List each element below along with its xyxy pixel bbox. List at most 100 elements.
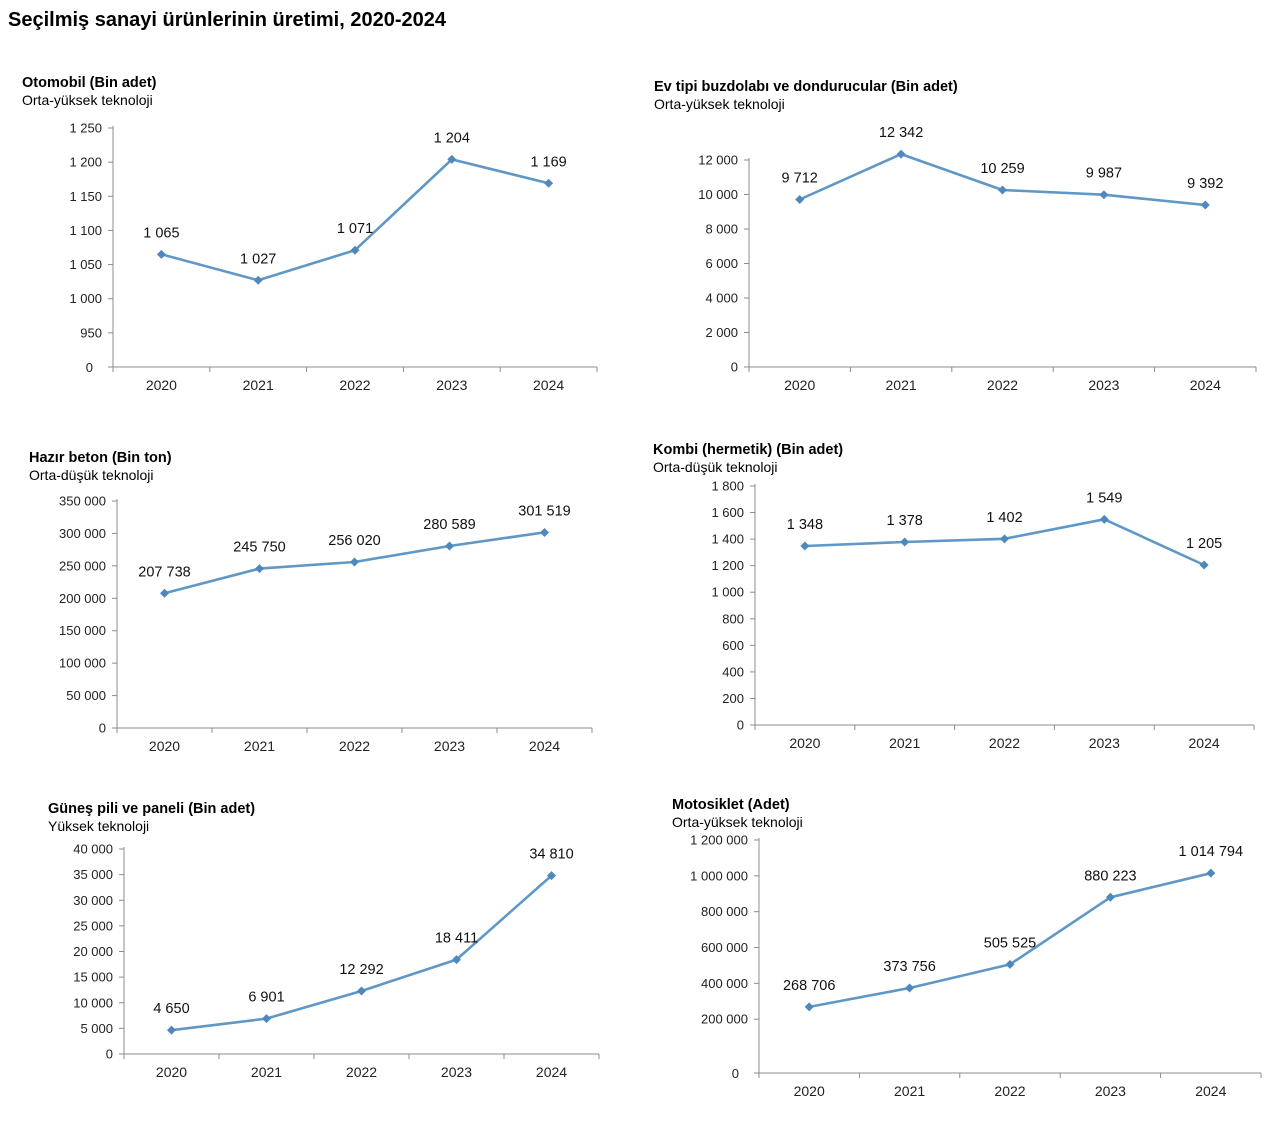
buzdolabi-x-tick-label: 2022 [987,377,1018,393]
otomobil-x-tick-label: 2020 [146,377,177,393]
hazir-beton-y-tick-label: 150 000 [59,623,106,638]
chart-hazir-beton: Hazır beton (Bin ton) Orta-düşük teknoloj… [0,430,640,775]
hazir-beton-y-tick-label: 0 [99,721,106,736]
otomobil-series-line [161,158,549,282]
otomobil-x-tick-label: 2023 [436,377,467,393]
kombi-data-point [1000,534,1009,544]
otomobil-data-label: 1 204 [434,130,470,146]
otomobil-title: Otomobil (Bin adet) [22,75,157,91]
motosiklet-data-point [804,1002,814,1012]
otomobil-subtitle: Orta-yüksek teknoloji [22,92,153,108]
motosiklet-data-label: 505 525 [984,935,1036,951]
chart-otomobil-svg: Otomobil (Bin adet)Orta-yüksek teknoloji… [22,75,598,393]
kombi-x-tick-label: 2020 [789,735,820,751]
otomobil-y-tick-label: 1 000 [69,291,102,306]
buzdolabi-data-label: 9 987 [1086,166,1122,182]
chart-buzdolabi: Ev tipi buzdolabı ve dondurucular (Bin a… [640,60,1280,405]
kombi-y-tick-label: 1 200 [711,558,744,573]
buzdolabi-x-tick-label: 2024 [1190,377,1221,393]
chart-motosiklet: Motosiklet (Adet) Orta-yüksek teknoloji 20… [640,780,1280,1125]
gunes-pili-y-tick-label: 25 000 [73,918,113,933]
motosiklet-y-tick-label: 400 000 [701,976,748,991]
buzdolabi-data-label: 12 342 [879,125,923,141]
gunes-pili-data-label: 4 650 [153,1001,189,1017]
gunes-pili-y-tick-label: 20 000 [73,944,113,959]
gunes-pili-x-tick-label: 2022 [346,1064,377,1080]
hazir-beton-y-tick-label: 350 000 [59,494,106,509]
kombi-y-tick-label: 1 600 [711,505,744,520]
motosiklet-y-tick-label: 0 [732,1066,739,1081]
motosiklet-x-tick-label: 2020 [794,1083,825,1099]
motosiklet-y-tick-label: 600 000 [701,940,748,955]
hazir-beton-data-label: 245 750 [233,540,285,556]
motosiklet-y-tick-label: 1 000 000 [690,868,748,883]
otomobil-data-label: 1 065 [143,225,179,241]
kombi-data-label: 1 402 [986,510,1022,526]
kombi-subtitle: Orta-düşük teknoloji [653,459,778,475]
gunes-pili-series-line [171,874,553,1032]
otomobil-data-point [253,275,263,285]
gunes-pili-y-tick-label: 40 000 [73,842,113,857]
gunes-pili-data-label: 34 810 [529,847,573,863]
buzdolabi-data-point [998,185,1007,195]
chart-kombi: Kombi (hermetik) (Bin adet) Orta-düşük te… [640,425,1280,770]
hazir-beton-data-point [445,541,454,551]
motosiklet-x-tick-label: 2024 [1195,1083,1226,1099]
kombi-data-point [1199,560,1209,570]
kombi-x-tick-label: 2022 [989,735,1020,751]
buzdolabi-x-tick-label: 2021 [886,377,917,393]
hazir-beton-x-tick-label: 2023 [434,738,465,754]
buzdolabi-data-point [896,149,906,159]
chart-hazir-beton-svg: Hazır beton (Bin ton)Orta-düşük teknoloj… [29,450,593,754]
kombi-data-point [900,537,910,547]
otomobil-data-label: 1 169 [530,154,566,170]
buzdolabi-data-label: 10 259 [980,161,1024,177]
kombi-data-point [800,541,810,551]
buzdolabi-y-tick-label: 0 [731,360,738,375]
motosiklet-title: Motosiklet (Adet) [672,797,790,813]
kombi-data-label: 1 348 [787,517,823,533]
kombi-x-tick-label: 2023 [1089,735,1120,751]
kombi-data-label: 1 378 [887,513,923,529]
hazir-beton-y-tick-label: 250 000 [59,558,106,573]
hazir-beton-x-tick-label: 2024 [529,738,560,754]
buzdolabi-title: Ev tipi buzdolabı ve dondurucular (Bin a… [654,79,958,95]
motosiklet-subtitle: Orta-yüksek teknoloji [672,814,803,830]
hazir-beton-y-tick-label: 300 000 [59,526,106,541]
buzdolabi-subtitle: Orta-yüksek teknoloji [654,96,785,112]
buzdolabi-y-tick-label: 2 000 [705,325,738,340]
gunes-pili-y-tick-label: 5 000 [80,1021,113,1036]
gunes-pili-data-label: 18 411 [435,931,478,947]
hazir-beton-data-label: 301 519 [518,503,570,519]
hazir-beton-data-point [350,557,359,567]
motosiklet-data-point [905,983,915,993]
kombi-y-tick-label: 600 [722,638,744,653]
kombi-data-label: 1 549 [1086,490,1122,506]
gunes-pili-subtitle: Yüksek teknoloji [48,818,149,834]
kombi-title: Kombi (hermetik) (Bin adet) [653,442,843,458]
motosiklet-data-point [1105,892,1115,902]
buzdolabi-x-tick-label: 2023 [1088,377,1119,393]
otomobil-x-tick-label: 2022 [339,377,370,393]
kombi-data-point [1099,514,1109,524]
otomobil-y-tick-label: 950 [80,325,102,340]
otomobil-x-tick-label: 2024 [533,377,564,393]
motosiklet-data-label: 373 756 [883,959,935,975]
gunes-pili-x-tick-label: 2021 [251,1064,282,1080]
motosiklet-x-tick-label: 2021 [894,1083,925,1099]
motosiklet-y-tick-label: 200 000 [701,1012,748,1027]
hazir-beton-data-point [540,527,549,537]
otomobil-y-tick-label: 1 150 [69,189,102,204]
motosiklet-y-tick-label: 800 000 [701,904,748,919]
chart-gunes-pili-svg: Güneş pili ve paneli (Bin adet)Yüksek te… [48,801,600,1080]
gunes-pili-data-label: 12 292 [339,962,383,978]
buzdolabi-y-tick-label: 4 000 [705,291,738,306]
gunes-pili-data-point [452,955,461,965]
motosiklet-y-tick-label: 1 200 000 [690,833,748,848]
chart-gunes-pili: Güneş pili ve paneli (Bin adet) Yüksek te… [0,780,640,1125]
motosiklet-x-tick-label: 2023 [1095,1083,1126,1099]
gunes-pili-y-tick-label: 30 000 [73,893,113,908]
kombi-x-tick-label: 2021 [889,735,920,751]
otomobil-data-point [544,178,554,188]
buzdolabi-y-tick-label: 6 000 [705,256,738,271]
